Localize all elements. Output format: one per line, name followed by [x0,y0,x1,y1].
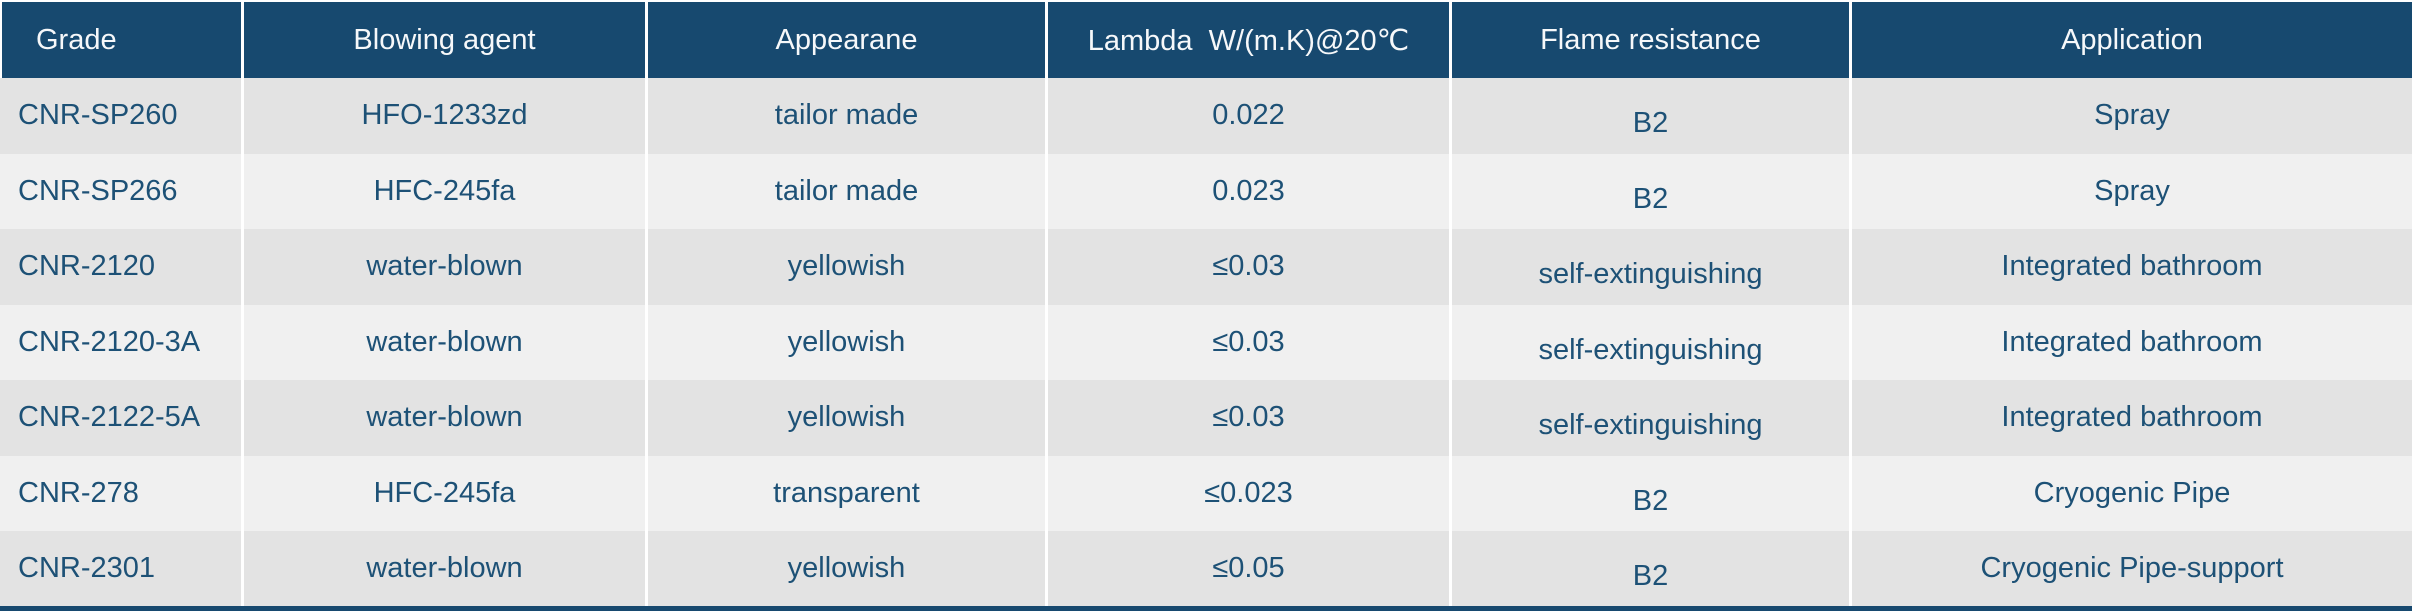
column-header-appearance: Appearane [645,2,1045,78]
cell-grade: CNR-SP266 [0,153,241,229]
cell-lambda: 0.023 [1045,153,1449,229]
cell-lambda: ≤0.023 [1045,455,1449,531]
cell-text: transparent [773,476,920,509]
cell-text: ≤0.03 [1212,325,1285,358]
cell-blowing-agent: HFC-245fa [241,455,645,531]
cell-text: 0.023 [1212,174,1285,207]
cell-text: Cryogenic Pipe [2033,476,2231,509]
cell-text: self-extinguishing [1538,409,1763,442]
cell-application: Integrated bathroom [1849,304,2412,380]
cell-text: self-extinguishing [1538,333,1763,366]
cell-blowing-agent: water-blown [241,304,645,380]
cell-text: B2 [1632,182,1669,215]
cell-text: water-blown [366,250,523,283]
cell-lambda: ≤0.03 [1045,304,1449,380]
cell-flame-resistance: B2 [1449,153,1849,229]
cell-flame-resistance: B2 [1449,78,1849,154]
cell-text: Cryogenic Pipe-support [1980,552,2284,585]
column-header-blowing-agent: Blowing agent [241,2,645,78]
cell-text: yellowish [787,325,906,358]
cell-blowing-agent: water-blown [241,229,645,305]
cell-lambda: ≤0.05 [1045,531,1449,607]
column-header-application: Application [1849,2,2412,78]
cell-text: Integrated bathroom [2001,401,2263,434]
cell-text: self-extinguishing [1538,258,1763,291]
cell-lambda: ≤0.03 [1045,229,1449,305]
cell-text: CNR-SP266 [18,174,178,207]
cell-flame-resistance: B2 [1449,531,1849,607]
column-header-flame-resistance: Flame resistance [1449,2,1849,78]
cell-appearance: tailor made [645,153,1045,229]
column-header-grade: Grade [0,2,241,78]
cell-text: CNR-2301 [18,552,155,585]
cell-text: HFO-1233zd [361,99,528,132]
cell-text: CNR-2120-3A [18,325,201,358]
cell-application: Cryogenic Pipe [1849,455,2412,531]
cell-text: ≤0.023 [1204,476,1293,509]
cell-appearance: yellowish [645,380,1045,456]
cell-text: B2 [1632,560,1669,593]
cell-text: Spray [2094,99,2170,132]
cell-text: B2 [1632,107,1669,140]
table-bottom-rule [0,606,2412,611]
cell-text: water-blown [366,401,523,434]
cell-text: CNR-278 [18,476,139,509]
column-header-lambda: Lambda W/(m.K)@20℃ [1045,2,1449,78]
cell-text: HFC-245fa [373,476,516,509]
cell-flame-resistance: self-extinguishing [1449,304,1849,380]
cell-appearance: yellowish [645,531,1045,607]
cell-text: yellowish [787,552,906,585]
cell-text: yellowish [787,401,906,434]
cell-text: Integrated bathroom [2001,325,2263,358]
cell-lambda: 0.022 [1045,78,1449,154]
cell-text: CNR-2120 [18,250,155,283]
cell-text: tailor made [774,174,919,207]
cell-grade: CNR-2120 [0,229,241,305]
cell-text: water-blown [366,325,523,358]
cell-lambda: ≤0.03 [1045,380,1449,456]
cell-grade: CNR-2120-3A [0,304,241,380]
cell-appearance: yellowish [645,304,1045,380]
cell-grade: CNR-SP260 [0,78,241,154]
cell-blowing-agent: water-blown [241,531,645,607]
cell-appearance: transparent [645,455,1045,531]
cell-application: Integrated bathroom [1849,380,2412,456]
cell-text: ≤0.03 [1212,250,1285,283]
cell-text: ≤0.03 [1212,401,1285,434]
cell-application: Integrated bathroom [1849,229,2412,305]
cell-blowing-agent: HFO-1233zd [241,78,645,154]
cell-appearance: yellowish [645,229,1045,305]
cell-flame-resistance: B2 [1449,455,1849,531]
cell-text: yellowish [787,250,906,283]
cell-grade: CNR-278 [0,455,241,531]
cell-application: Cryogenic Pipe-support [1849,531,2412,607]
cell-text: 0.022 [1212,99,1285,132]
cell-text: CNR-2122-5A [18,401,201,434]
cell-flame-resistance: self-extinguishing [1449,229,1849,305]
cell-text: CNR-SP260 [18,99,178,132]
cell-blowing-agent: HFC-245fa [241,153,645,229]
cell-application: Spray [1849,153,2412,229]
cell-grade: CNR-2301 [0,531,241,607]
cell-grade: CNR-2122-5A [0,380,241,456]
cell-text: ≤0.05 [1212,552,1285,585]
cell-text: Integrated bathroom [2001,250,2263,283]
cell-text: HFC-245fa [373,174,516,207]
cell-text: water-blown [366,552,523,585]
cell-blowing-agent: water-blown [241,380,645,456]
cell-text: Spray [2094,174,2170,207]
cell-appearance: tailor made [645,78,1045,154]
cell-text: tailor made [774,99,919,132]
cell-text: B2 [1632,484,1669,517]
cell-flame-resistance: self-extinguishing [1449,380,1849,456]
cell-application: Spray [1849,78,2412,154]
